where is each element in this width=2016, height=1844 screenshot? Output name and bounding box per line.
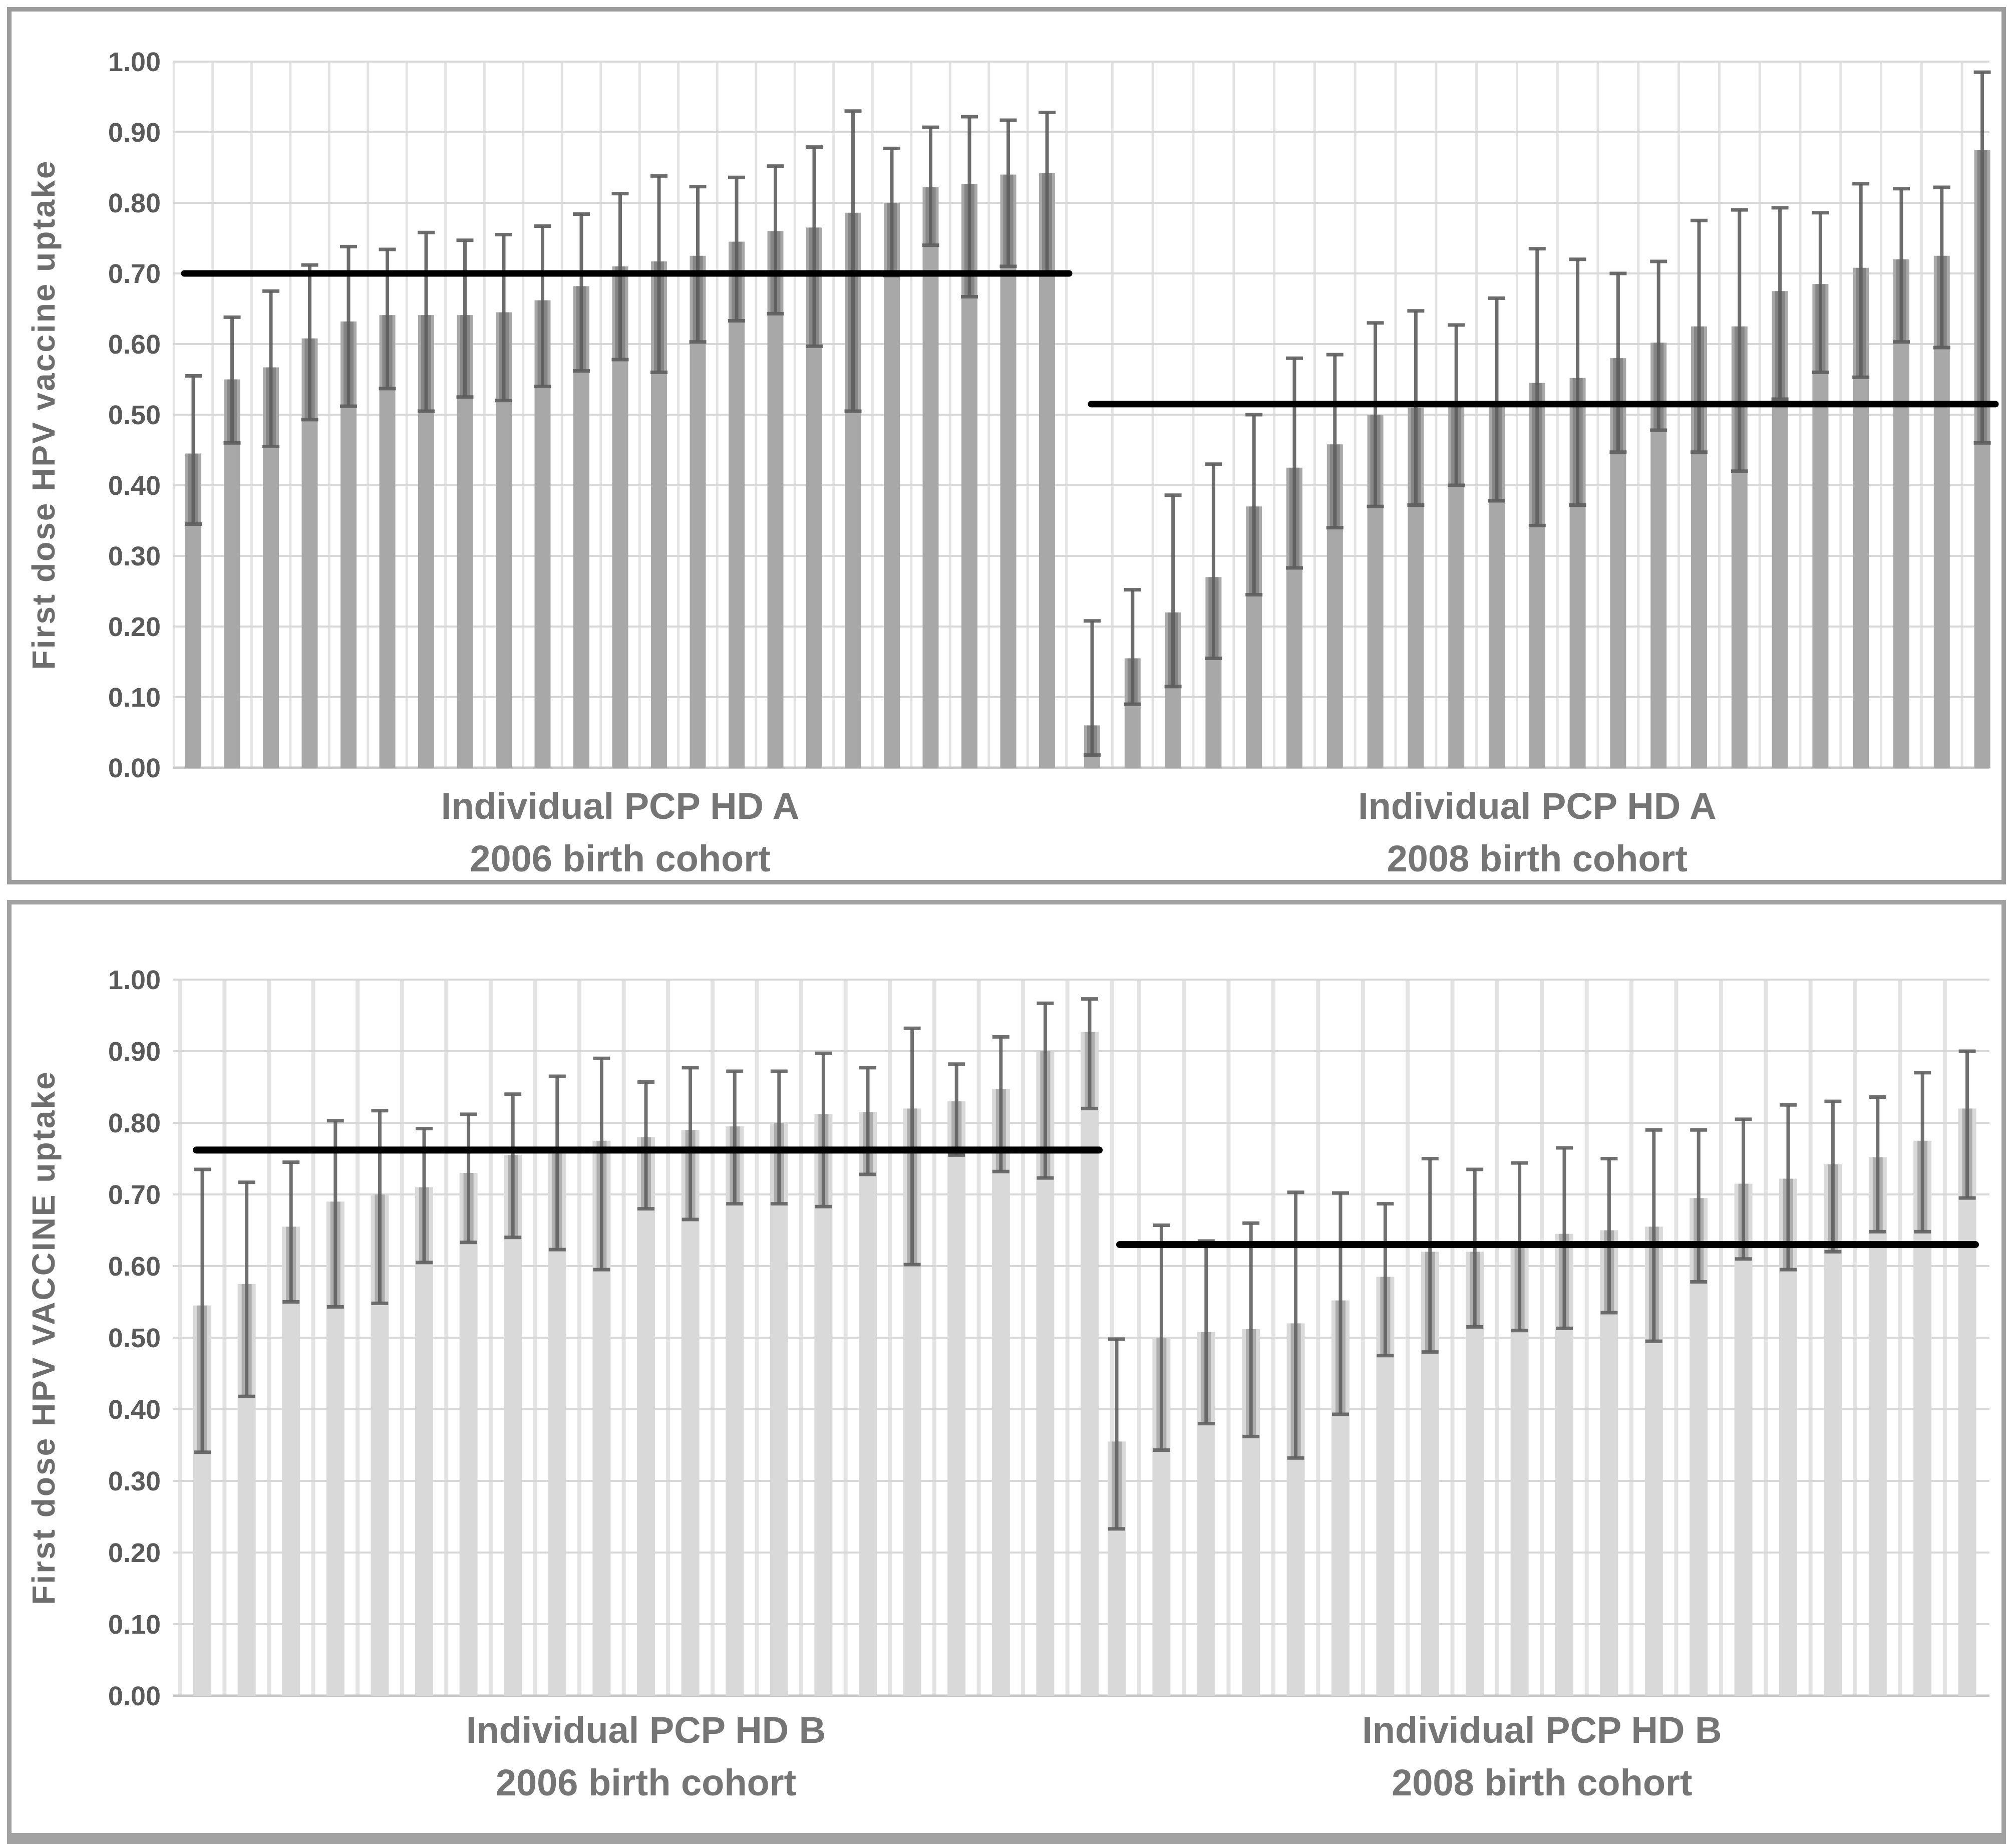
y-tick-label: 0.30 bbox=[108, 1466, 161, 1496]
group-label-line2: 2008 birth cohort bbox=[1387, 838, 1688, 879]
y-tick-label: 0.80 bbox=[108, 188, 161, 218]
group-label-line2: 2006 birth cohort bbox=[496, 1762, 796, 1803]
y-tick-label: 0.00 bbox=[108, 1681, 161, 1711]
bar bbox=[729, 241, 745, 768]
bar bbox=[991, 1089, 1010, 1696]
bar bbox=[770, 1123, 788, 1696]
y-tick-label: 0.40 bbox=[108, 1395, 161, 1425]
y-tick-label: 0.90 bbox=[108, 1037, 161, 1067]
bar bbox=[1958, 1108, 1976, 1696]
y-tick-label: 0.70 bbox=[108, 259, 161, 289]
bar bbox=[415, 1187, 433, 1696]
y-tick-label: 0.40 bbox=[108, 471, 161, 501]
y-tick-label: 0.10 bbox=[108, 683, 161, 713]
hpv-uptake-chart-hd-b: Individual PCP HD B 2006 birth cohort Indi… bbox=[26, 965, 1989, 1803]
group-label-line1: Individual PCP HD B bbox=[1362, 1709, 1722, 1751]
y-tick-label: 0.60 bbox=[108, 330, 161, 360]
y-tick-label: 0.00 bbox=[108, 753, 161, 783]
y-tick-label: 0.20 bbox=[108, 1538, 161, 1568]
y-axis-title: First dose HPV vaccine uptake bbox=[26, 160, 62, 670]
y-tick-label: 0.50 bbox=[108, 400, 161, 430]
bar bbox=[1868, 1157, 1887, 1696]
y-tick-label: 1.00 bbox=[108, 965, 161, 995]
bar bbox=[379, 315, 396, 768]
bar bbox=[726, 1126, 744, 1696]
y-tick-label: 0.30 bbox=[108, 541, 161, 571]
y-tick-label: 0.10 bbox=[108, 1610, 161, 1640]
bar bbox=[1734, 1183, 1753, 1696]
bar bbox=[1893, 259, 1909, 768]
bar bbox=[504, 1155, 522, 1696]
bar bbox=[282, 1226, 300, 1696]
y-tick-label: 0.60 bbox=[108, 1252, 161, 1282]
bar bbox=[884, 203, 900, 768]
bar bbox=[814, 1114, 833, 1696]
bar bbox=[637, 1137, 655, 1696]
bar bbox=[947, 1101, 966, 1696]
y-tick-label: 0.70 bbox=[108, 1180, 161, 1210]
y-tick-label: 1.00 bbox=[108, 47, 161, 77]
y-tick-label: 0.50 bbox=[108, 1323, 161, 1353]
y-tick-label: 0.90 bbox=[108, 118, 161, 148]
bar bbox=[459, 1173, 478, 1696]
bar bbox=[859, 1112, 877, 1696]
group-label-line2: 2006 birth cohort bbox=[470, 838, 770, 879]
panel-hd-a: Individual PCP HD A 2006 birth cohort Indi… bbox=[7, 7, 2006, 884]
bar bbox=[1081, 1032, 1099, 1696]
y-axis-title: First dose HPV VACCINE uptake bbox=[26, 1070, 62, 1605]
bar bbox=[922, 187, 939, 768]
group-label-line1: Individual PCP HD A bbox=[1358, 785, 1716, 827]
y-tick-label: 0.80 bbox=[108, 1108, 161, 1138]
hpv-uptake-chart-hd-a: Individual PCP HD A 2006 birth cohort Indi… bbox=[26, 47, 1999, 879]
group-label-line2: 2008 birth cohort bbox=[1392, 1762, 1692, 1803]
group-label-line1: Individual PCP HD A bbox=[441, 785, 799, 827]
group-label-line1: Individual PCP HD B bbox=[466, 1709, 826, 1751]
y-tick-label: 0.20 bbox=[108, 612, 161, 642]
bar bbox=[681, 1130, 700, 1696]
bar bbox=[767, 231, 784, 768]
panel-hd-b: Individual PCP HD B 2006 birth cohort Indi… bbox=[7, 900, 2006, 1844]
